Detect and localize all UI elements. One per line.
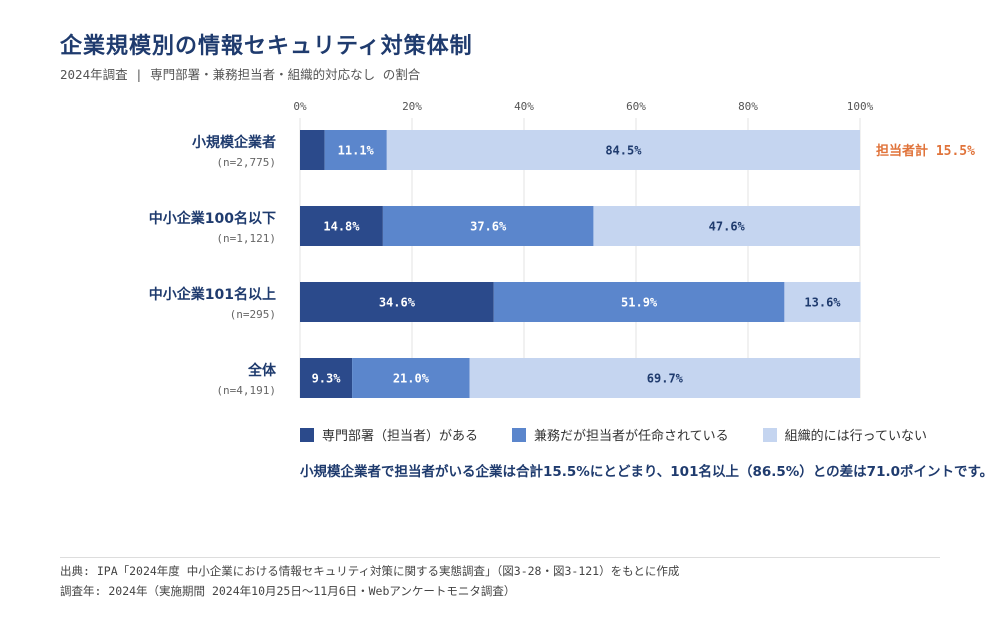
data-label: 51.9% xyxy=(621,296,658,310)
bar-segment xyxy=(386,130,860,170)
bar-segment xyxy=(300,358,353,398)
x-tick-label: 20% xyxy=(402,100,422,113)
data-label: 9.3% xyxy=(312,372,342,386)
data-label: 14.8% xyxy=(323,220,360,234)
legend-swatch-dedicated xyxy=(300,427,314,442)
x-tick-label: 100% xyxy=(847,100,874,113)
bar-segment xyxy=(469,358,860,398)
legend-label-concurrent: 兼務だが担当者が任命されている xyxy=(534,429,729,444)
data-label: 69.7% xyxy=(647,372,684,386)
data-label: 37.6% xyxy=(470,220,507,234)
bar-segment xyxy=(352,358,470,398)
data-label: 11.1% xyxy=(338,144,375,158)
category-label: 全体 xyxy=(247,362,277,379)
data-label: 13.6% xyxy=(804,296,841,310)
legend-item-dedicated: 専門部署（担当者）がある xyxy=(300,425,478,444)
legend: 専門部署（担当者）がある 兼務だが担当者が任命されている 組織的には行っていない xyxy=(300,425,927,444)
data-label: 34.6% xyxy=(379,296,416,310)
legend-item-none: 組織的には行っていない xyxy=(762,425,927,444)
x-tick-label: 80% xyxy=(738,100,758,113)
category-n-label: (n=295) xyxy=(230,308,276,321)
x-tick-label: 60% xyxy=(626,100,646,113)
category-label: 中小企業100名以下 xyxy=(149,210,276,227)
data-label: 84.5% xyxy=(605,144,642,158)
category-n-label: (n=4,191) xyxy=(216,384,276,397)
summary-note: 小規模企業者で担当者がいる企業は合計15.5%にとどまり、101名以上（86.5… xyxy=(300,464,994,480)
bar-segment xyxy=(493,282,785,322)
stacked-bar-chart: 0% 20% 40% 60% 80% 100% 小規模企業者 (n=2,775) 11.1% 84… xyxy=(149,100,975,398)
bar-segment xyxy=(300,206,383,246)
bar-segment xyxy=(593,206,860,246)
chart-subtitle: 2024年調査 | 専門部署・兼務担当者・組織的対応なし の割合 xyxy=(60,67,421,82)
category-label: 小規模企業者 xyxy=(192,134,276,151)
data-label: 21.0% xyxy=(393,372,430,386)
annotation-label: 担当者計 15.5% xyxy=(876,143,975,159)
survey-text: 調査年: 2024年（実施期間 2024年10月25日〜11月6日・Webアンケ… xyxy=(60,584,516,598)
bar-segment xyxy=(784,282,861,322)
legend-item-concurrent: 兼務だが担当者が任命されている xyxy=(512,425,729,444)
bar-segment xyxy=(382,206,594,246)
source-text: 出典: IPA「2024年度 中小企業における情報セキュリティ対策に関する実態調… xyxy=(60,564,680,578)
category-label: 中小企業101名以上 xyxy=(149,286,276,303)
legend-swatch-concurrent xyxy=(512,427,527,442)
legend-label-dedicated: 専門部署（担当者）がある xyxy=(322,429,479,444)
legend-label-none: 組織的には行っていない xyxy=(784,429,927,444)
footer-divider xyxy=(60,557,940,558)
category-n-label: (n=2,775) xyxy=(216,156,276,169)
category-n-label: (n=1,121) xyxy=(216,232,276,245)
legend-swatch-none xyxy=(762,427,777,442)
data-label: 47.6% xyxy=(709,220,746,234)
x-tick-label: 40% xyxy=(514,100,534,113)
bar-segment xyxy=(300,130,325,170)
bar-segment xyxy=(324,130,387,170)
bar-segment xyxy=(300,282,494,322)
chart-title: 企業規模別の情報セキュリティ対策体制 xyxy=(60,34,473,59)
x-tick-label: 0% xyxy=(293,100,307,113)
